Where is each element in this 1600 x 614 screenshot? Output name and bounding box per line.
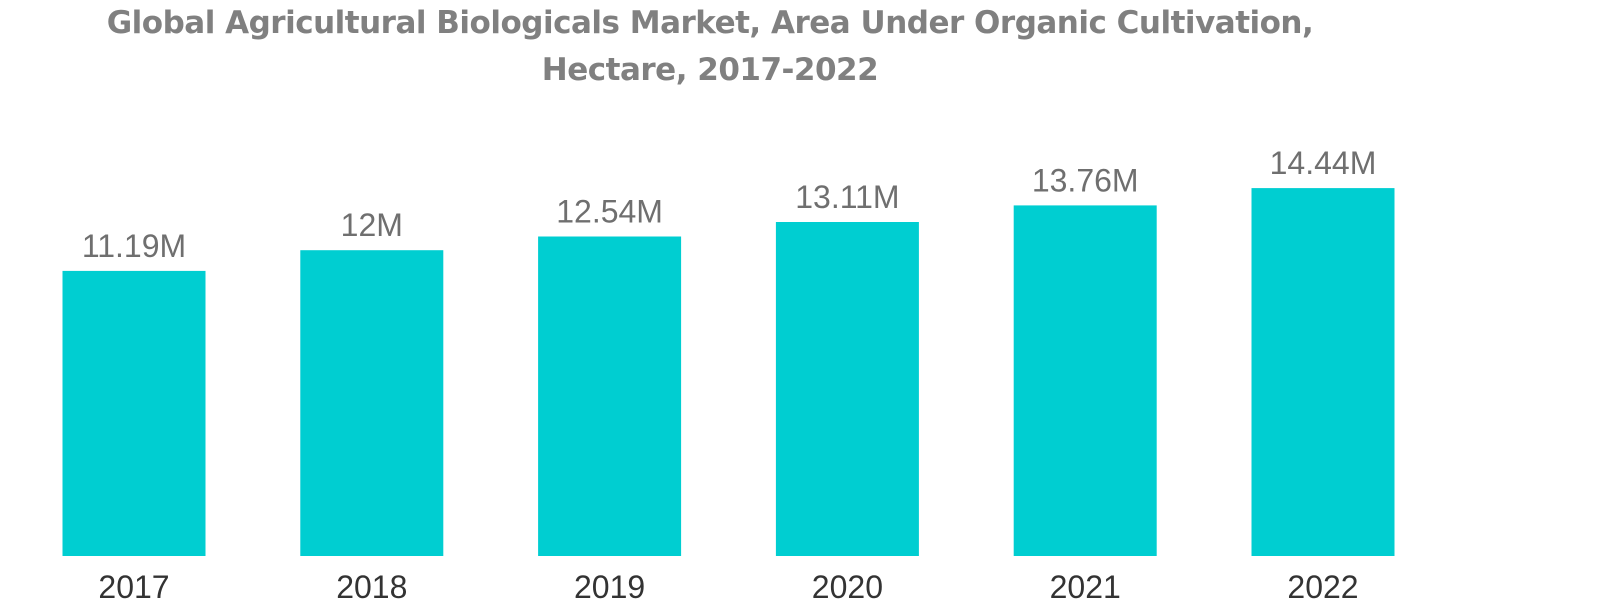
value-label-2022: 14.44M	[1270, 145, 1377, 181]
value-label-2017: 11.19M	[82, 228, 186, 264]
bar-2020	[775, 222, 919, 556]
x-axis-tick-labels: 2017 2018 2019 2020 2021 2022	[98, 569, 1358, 605]
value-label-2021: 13.76M	[1032, 162, 1139, 198]
bar-2021	[1013, 205, 1157, 556]
value-labels-group: 11.19M 12M 12.54M 13.11M 13.76M 14.44M	[82, 145, 1377, 264]
value-label-2019: 12.54M	[556, 194, 663, 230]
chart-title-line-2: Hectare, 2017-2022	[541, 52, 879, 88]
x-tick-label-2021: 2021	[1050, 569, 1121, 605]
chart-title-line-1: Global Agricultural Biologicals Market, …	[106, 5, 1314, 41]
x-tick-label-2018: 2018	[336, 569, 407, 605]
bar-2018	[300, 250, 444, 556]
chart-title: Global Agricultural Biologicals Market, …	[0, 0, 1420, 94]
bar-2019	[538, 236, 682, 556]
x-tick-label-2017: 2017	[98, 569, 169, 605]
bars-group	[62, 188, 1395, 556]
value-label-2018: 12M	[341, 207, 403, 243]
bar-2017	[62, 270, 206, 556]
x-tick-label-2020: 2020	[812, 569, 883, 605]
x-tick-label-2019: 2019	[574, 569, 645, 605]
bar-2022	[1251, 188, 1395, 556]
x-tick-label-2022: 2022	[1287, 569, 1358, 605]
value-label-2020: 13.11M	[795, 179, 899, 215]
